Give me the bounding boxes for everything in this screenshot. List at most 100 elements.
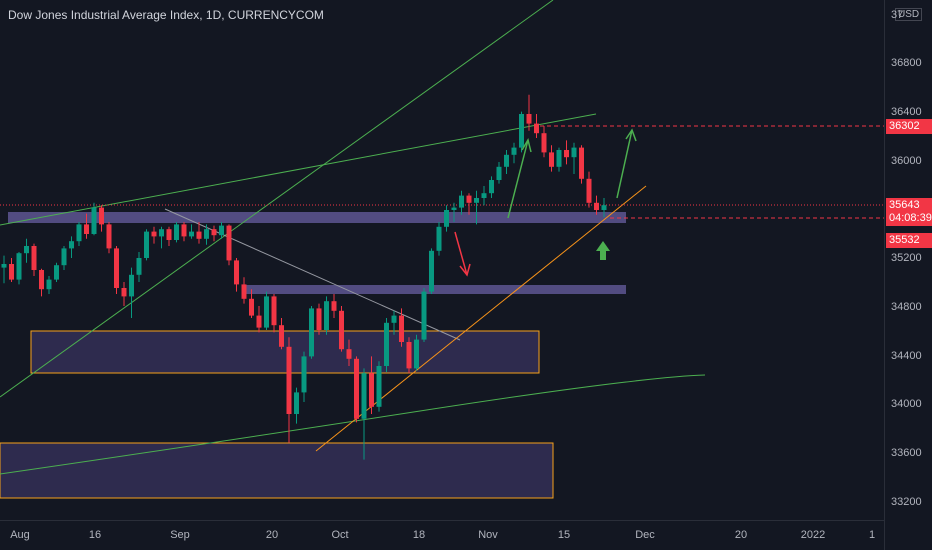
candle: [114, 246, 119, 294]
candle-body: [444, 210, 449, 227]
candle-body: [121, 288, 127, 297]
candle: [189, 224, 194, 239]
candle-body: [346, 349, 352, 359]
price-axis[interactable]: USD 373680036400360003560035200348003440…: [884, 0, 932, 550]
time-tick-label: 2022: [800, 529, 826, 541]
candle: [519, 111, 524, 153]
candle: [46, 276, 52, 294]
candle: [571, 142, 577, 174]
bullish-arrowhead-projection: [625, 128, 637, 142]
candle: [226, 224, 232, 266]
candle: [159, 226, 164, 249]
candle-body: [54, 265, 59, 280]
candle-body: [166, 229, 172, 240]
candle: [391, 310, 397, 335]
candle: [339, 306, 344, 352]
candle: [549, 145, 554, 172]
candle: [241, 277, 247, 304]
candle-body: [339, 310, 344, 350]
candle: [151, 226, 157, 244]
candle: [204, 224, 209, 245]
candle-body: [16, 253, 22, 280]
candle-body: [219, 225, 224, 236]
target-price-tag: 36302: [886, 119, 932, 134]
time-tick-label: Sep: [170, 529, 190, 541]
candle-body: [406, 342, 412, 369]
candle-body: [294, 392, 299, 414]
candle-body: [391, 315, 397, 323]
candle-body: [324, 301, 329, 330]
trendline-green-lower: [0, 374, 706, 475]
bearish-arrowhead: [459, 263, 471, 277]
candle: [54, 262, 59, 282]
candle: [234, 258, 239, 292]
candle-body: [399, 315, 404, 342]
candle-body: [594, 202, 599, 210]
support-price-tag: 35532: [886, 233, 932, 248]
candle-body: [451, 207, 457, 210]
chart-canvas[interactable]: Dow Jones Industrial Average Index, 1D, …: [0, 0, 884, 520]
price-tick-label: 36000: [891, 155, 922, 167]
price-tick-label: 33600: [891, 447, 922, 459]
candle: [399, 308, 404, 347]
candle: [279, 318, 284, 350]
candle-body: [519, 114, 524, 148]
candle-body: [556, 150, 562, 167]
candle: [451, 202, 457, 222]
candle: [436, 222, 442, 256]
time-tick-label: 1: [868, 529, 876, 541]
current-price-tag: 35643 04:08:39: [886, 198, 932, 226]
candle-body: [504, 154, 509, 167]
time-tick-label: Nov: [478, 529, 498, 541]
candle: [91, 202, 97, 236]
candle-body: [541, 133, 547, 153]
time-tick-label: 20: [734, 529, 748, 541]
candle: [256, 306, 262, 333]
candle: [564, 140, 569, 165]
candle-body: [601, 205, 607, 210]
candle: [316, 303, 322, 335]
candle: [99, 205, 104, 232]
candle-body: [384, 322, 389, 366]
candle-body: [429, 250, 434, 292]
candle: [24, 238, 29, 263]
candle: [196, 222, 202, 244]
candle-body: [249, 298, 254, 316]
candle: [136, 252, 142, 282]
candle-body: [586, 178, 592, 203]
candle: [534, 114, 539, 138]
candle-body: [361, 373, 367, 419]
candle: [414, 334, 419, 371]
candlestick-chart[interactable]: [0, 0, 884, 520]
candle: [586, 171, 592, 208]
time-axis[interactable]: Aug 16 Sep 20 Oct 18 Nov 15 Dec 20 2022 1: [0, 520, 884, 550]
candle-body: [39, 270, 44, 290]
candle: [174, 222, 179, 243]
candle-body: [354, 358, 359, 419]
price-tick-label: 36800: [891, 57, 922, 69]
candle: [511, 142, 517, 164]
bullish-arrowhead-past: [521, 138, 532, 153]
candle-body: [151, 231, 157, 237]
candle: [16, 252, 22, 285]
candle: [601, 198, 607, 218]
candle-body: [174, 224, 179, 240]
candle: [556, 147, 562, 172]
candle: [39, 268, 44, 297]
bearish-arrow: [454, 231, 468, 276]
candle-body: [204, 229, 209, 239]
candle: [421, 288, 427, 342]
candle: [309, 306, 314, 359]
candle-body: [226, 225, 232, 261]
candle-body: [264, 296, 269, 328]
candle-body: [256, 315, 262, 328]
candle: [264, 291, 269, 330]
price-tick-label: 34800: [891, 301, 922, 313]
candle: [406, 337, 412, 374]
candle-body: [286, 346, 292, 414]
candle-body: [1, 264, 7, 268]
candle: [106, 222, 112, 254]
candle: [594, 195, 599, 215]
currency-label[interactable]: USD: [895, 8, 923, 21]
time-tick-label: 15: [557, 529, 571, 541]
